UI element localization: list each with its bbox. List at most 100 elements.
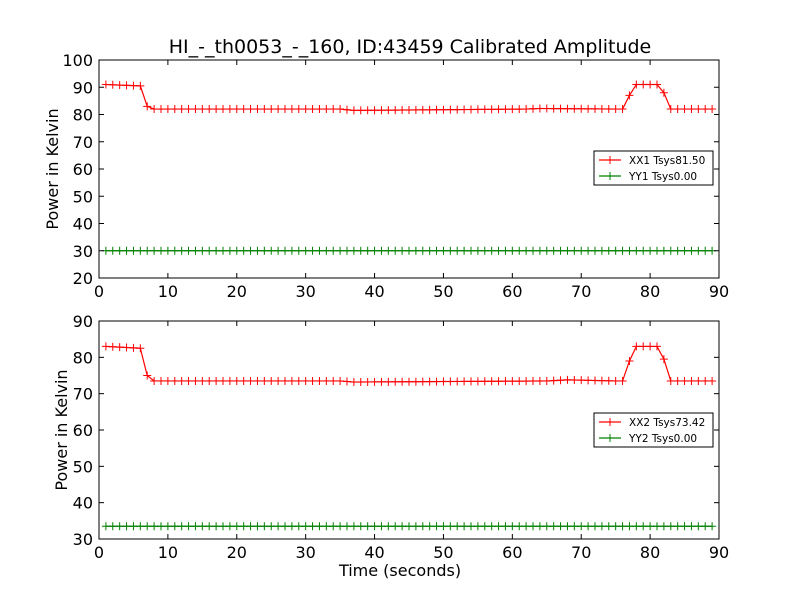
y-tick-label: 100 [62,51,93,70]
data-point-marker [460,522,469,531]
data-point-marker [666,246,675,255]
x-tick-label: 20 [227,282,247,301]
data-point-marker [205,522,214,531]
data-point-marker [570,104,579,113]
x-tick-label: 10 [158,282,178,301]
legend-label: XX2 Tsys73.42 [629,417,705,429]
data-point-marker [246,522,255,531]
data-point-marker [405,377,413,386]
x-tick-label: 30 [295,543,315,562]
data-point-marker [701,105,710,114]
data-point-marker [666,376,675,385]
legend-label: XX1 Tsys81.50 [629,155,705,167]
legend-item: XX2 Tsys73.42 [599,417,705,429]
data-point-marker [604,376,613,385]
data-point-marker [639,522,648,531]
data-point-marker [205,376,214,385]
y-tick-label: 80 [73,348,93,367]
data-point-marker [377,377,386,386]
data-point-marker [694,522,703,531]
data-point-marker [219,522,227,531]
data-point-marker [349,522,358,531]
data-point-marker [308,246,317,255]
data-point-marker [115,246,124,255]
data-point-marker [239,376,248,385]
data-point-marker [308,376,317,385]
data-point-marker [336,522,345,531]
data-point-marker [163,522,172,531]
data-point-marker [198,246,207,255]
data-point-marker [253,246,262,255]
y-tick-label: 50 [73,457,93,476]
data-point-marker [680,522,689,531]
data-point-marker [384,377,393,386]
data-point-marker [391,522,400,531]
data-point-marker [363,522,372,531]
data-point-marker [398,522,407,531]
data-point-marker [184,522,193,531]
data-point-marker [432,105,441,114]
data-point-marker [666,105,675,114]
data-point-marker [494,377,503,386]
data-point-marker [287,376,296,385]
data-point-marker [556,246,565,255]
data-point-marker [473,522,482,531]
x-axis: 0 10 20 30 40 50 60 70 80 90 [94,321,729,562]
data-point-marker [225,105,234,114]
data-point-marker [163,246,172,255]
data-point-marker [439,246,448,255]
data-point-marker [239,246,248,255]
data-point-marker [411,246,420,255]
data-point-marker [535,376,544,385]
data-point-marker [591,246,599,255]
data-point-marker [687,105,696,114]
data-point-marker [467,377,475,386]
data-point-marker [363,246,372,255]
x-axis: 0 10 20 30 40 50 60 70 80 90 [94,60,729,301]
data-point-marker [343,105,351,114]
data-point-marker [591,104,599,113]
data-point-marker [542,522,551,531]
data-point-marker [411,522,420,531]
data-point-marker [398,246,407,255]
data-point-marker [122,343,131,352]
data-point-marker [391,377,400,386]
data-point-marker [253,522,262,531]
data-point-marker [129,81,138,90]
data-point-marker [549,246,558,255]
data-point-marker [439,522,448,531]
data-point-marker [191,105,200,114]
data-point-marker [294,522,303,531]
data-point-marker [570,246,579,255]
data-point-marker [563,375,572,384]
y-axis: 20 30 40 50 60 70 80 90 100 [62,51,719,288]
data-point-marker [170,246,179,255]
data-point-marker [694,246,703,255]
data-point-marker [377,522,386,531]
data-point-marker [136,246,145,255]
data-point-marker [115,81,124,90]
data-point-marker [584,104,593,113]
data-point-marker [708,376,717,385]
data-point-marker [618,522,627,531]
data-point-marker [577,104,586,113]
data-point-marker [301,246,310,255]
data-point-marker [301,376,310,385]
data-point-marker [646,342,655,351]
data-point-marker [301,522,310,531]
data-point-marker [108,80,117,89]
data-point-marker [198,522,207,531]
data-point-marker [343,246,351,255]
data-point-marker [480,377,489,386]
data-point-marker [694,376,703,385]
data-point-marker [563,522,572,531]
series-1 [101,342,717,387]
data-point-marker [108,342,117,351]
data-point-marker [604,522,613,531]
data-point-marker [170,105,179,114]
data-point-marker [411,105,420,114]
data-point-marker [487,105,496,114]
x-tick-label: 70 [571,282,591,301]
data-point-marker [274,246,283,255]
